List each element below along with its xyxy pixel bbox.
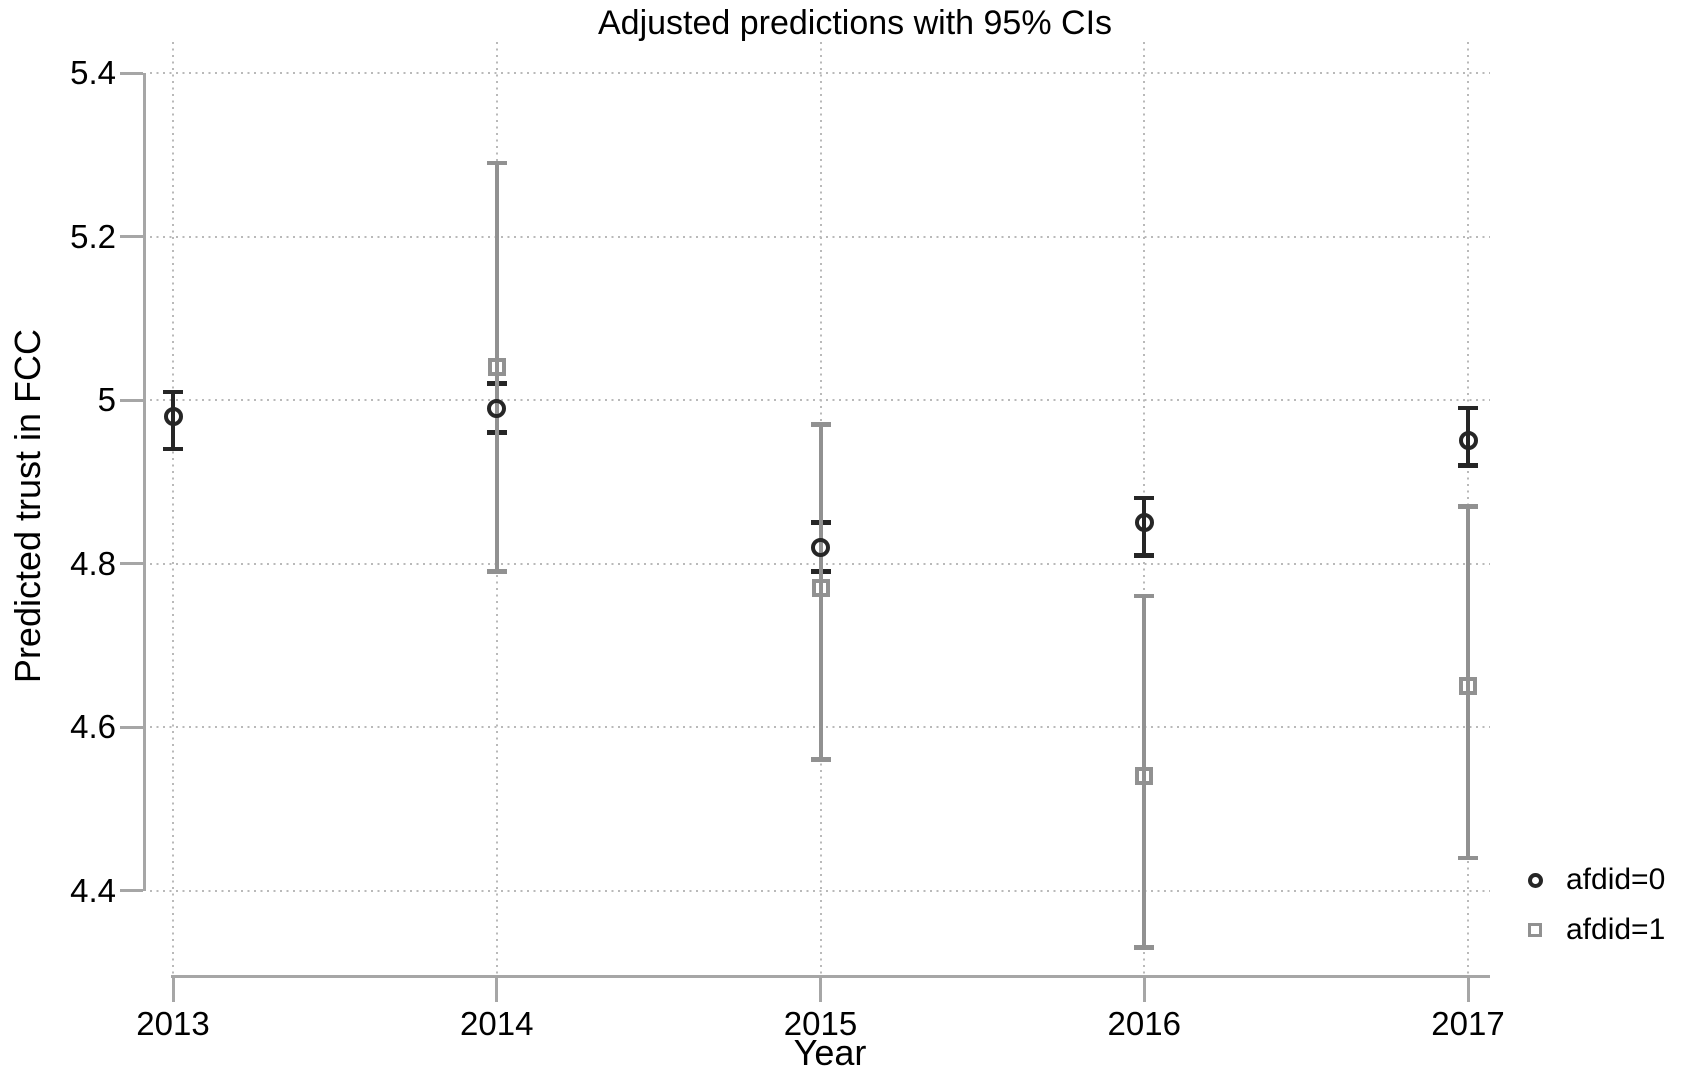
data-point-square (1135, 767, 1154, 786)
data-point-circle (163, 406, 183, 426)
y-tick-label: 4.6 (70, 708, 116, 745)
legend-marker-circle-icon (1527, 872, 1543, 888)
error-bar-cap-top (1134, 495, 1155, 501)
legend-label: afdid=1 (1566, 913, 1666, 946)
x-axis-title: Year (793, 1032, 867, 1073)
error-bar-line (818, 424, 823, 760)
error-bar-cap-bottom (1134, 945, 1155, 950)
gridline-horizontal (150, 399, 1490, 401)
x-axis-tick (171, 975, 175, 1002)
legend-label: afdid=0 (1566, 863, 1666, 896)
error-bar-cap-bottom (163, 446, 183, 452)
x-axis-line (171, 975, 1490, 978)
y-axis-tick (120, 725, 143, 729)
x-tick-label: 2015 (783, 1005, 858, 1042)
data-point-circle (487, 398, 507, 418)
x-tick-label: 2016 (1107, 1005, 1181, 1042)
x-axis-tick (1466, 975, 1470, 1002)
gridline-horizontal (150, 235, 1490, 238)
error-bar-cap-top (1458, 504, 1478, 509)
y-axis-tick (120, 398, 143, 402)
gridline-horizontal (150, 889, 1490, 892)
y-axis-line (143, 73, 146, 891)
y-tick-label: 4.4 (70, 871, 116, 909)
y-tick-label: 4.8 (70, 544, 116, 582)
x-tick-label: 2014 (460, 1005, 534, 1042)
error-bar-cap-top (810, 422, 831, 427)
gridline-horizontal (150, 72, 1490, 74)
error-bar-cap-top (1134, 593, 1155, 599)
legend-marker-square-icon (1528, 923, 1542, 937)
x-axis-tick (1142, 975, 1146, 1002)
data-point-circle (1134, 513, 1154, 533)
gridline-vertical (172, 42, 174, 975)
error-bar-cap-bottom (1458, 855, 1478, 861)
y-axis-tick (120, 889, 143, 892)
error-bar-cap-top (486, 160, 507, 166)
error-bar-line (1142, 596, 1147, 948)
y-tick-label: 5 (97, 381, 116, 418)
error-bar-cap-bottom (486, 569, 507, 574)
error-bar-cap-bottom (1134, 553, 1155, 558)
y-axis-tick (120, 235, 143, 238)
error-bar-cap-bottom (810, 757, 831, 762)
error-bar-cap-bottom (1458, 463, 1478, 468)
x-tick-label: 2013 (136, 1005, 210, 1042)
data-point-square (487, 358, 506, 377)
error-bar-line (1466, 506, 1470, 858)
data-point-square (1459, 677, 1477, 696)
x-tick-label: 2017 (1431, 1005, 1505, 1042)
x-axis-tick (495, 975, 499, 1002)
x-axis-tick (819, 975, 822, 1002)
chart-title: Adjusted predictions with 95% CIs (597, 4, 1113, 42)
error-bar-line (494, 162, 499, 572)
y-tick-label: 5.4 (70, 54, 116, 91)
error-bar-cap-top (163, 389, 183, 395)
error-bar-cap-top (1458, 405, 1478, 411)
data-point-circle (811, 537, 830, 557)
y-tick-label: 5.2 (70, 217, 116, 255)
data-point-circle (1458, 431, 1478, 451)
y-axis-tick (120, 71, 143, 75)
y-axis-tick (120, 562, 143, 565)
data-point-square (811, 579, 830, 598)
